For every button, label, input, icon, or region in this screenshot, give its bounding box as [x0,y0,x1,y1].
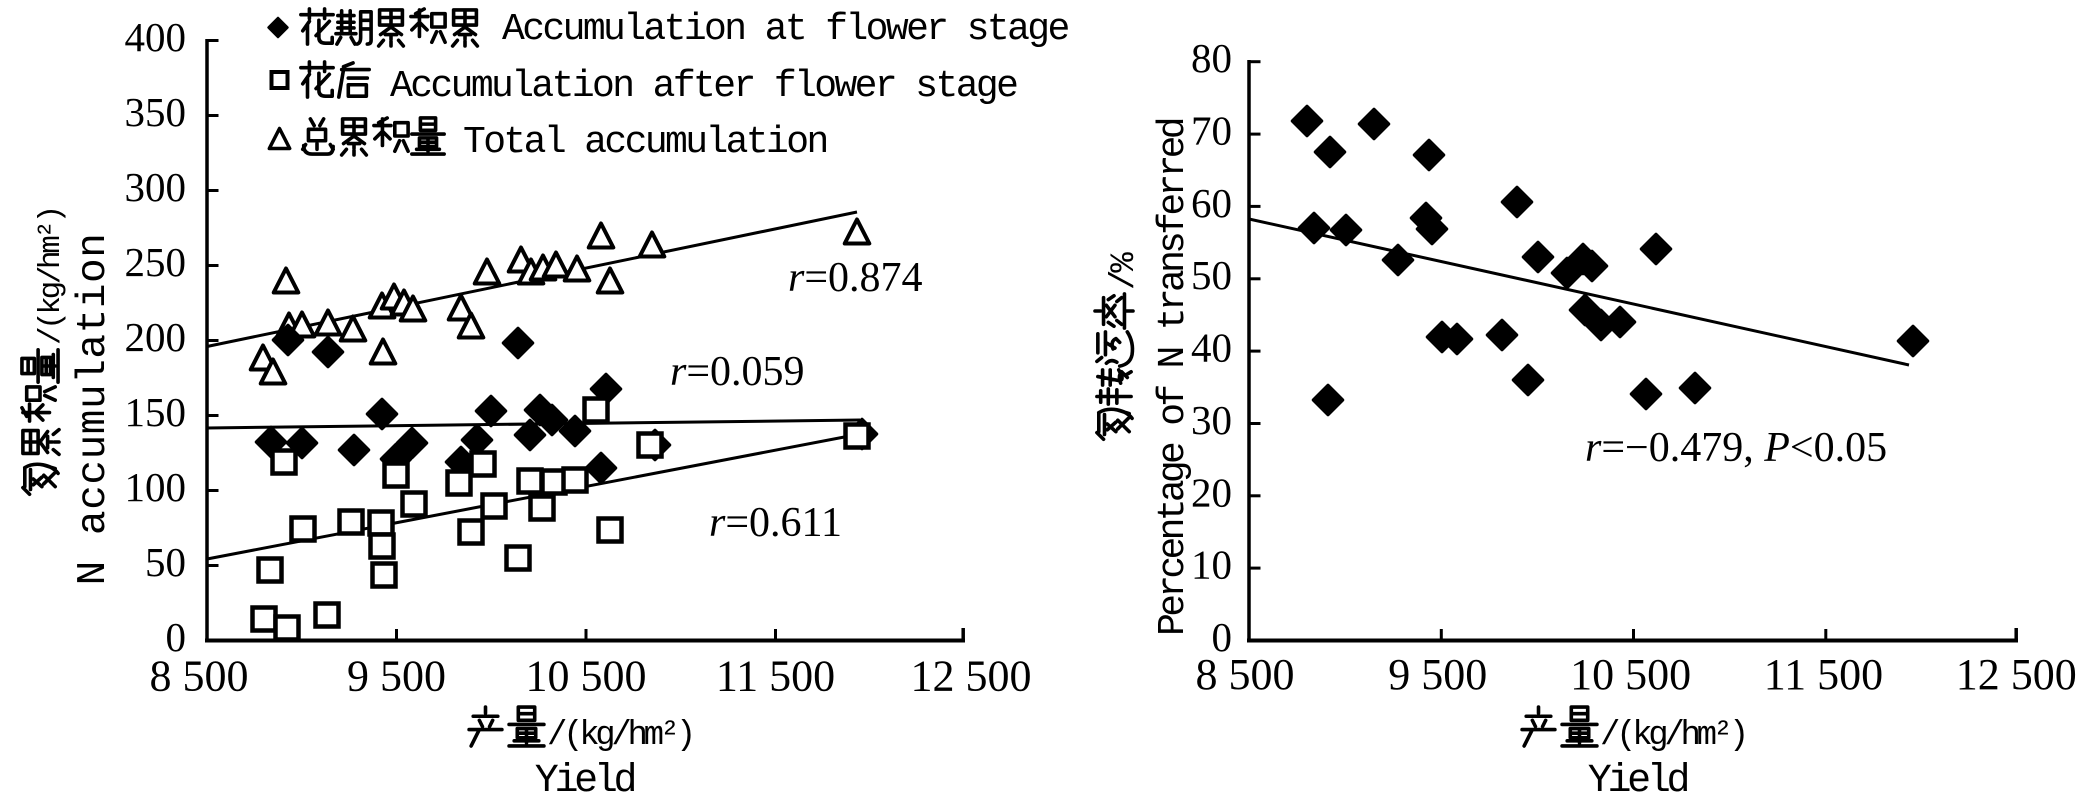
svg-text:9 500: 9 500 [1388,650,1487,699]
svg-text:150: 150 [125,389,187,435]
svg-text:300: 300 [125,164,187,210]
svg-text:11 500: 11 500 [716,652,835,701]
svg-text:8 500: 8 500 [1196,650,1295,699]
svg-text:Yield: Yield [535,759,635,804]
svg-text:20: 20 [1191,469,1232,515]
svg-text:200: 200 [125,314,187,360]
svg-text:400: 400 [125,14,187,60]
svg-text:50: 50 [145,539,186,585]
svg-text:Total accumulation: Total accumulation [463,121,827,164]
svg-text:9 500: 9 500 [347,652,446,701]
svg-text:/(kg/hm²): /(kg/hm²) [34,208,69,345]
svg-text:80: 80 [1191,35,1232,81]
svg-text:r=0.874: r=0.874 [788,255,923,301]
svg-text:N accumulation: N accumulation [71,233,117,586]
svg-text:100: 100 [125,464,187,510]
svg-text:Accumulation after flower stag: Accumulation after flower stage [390,65,1017,108]
svg-text:12 500: 12 500 [911,652,1032,701]
svg-text:11 500: 11 500 [1764,650,1883,699]
svg-text:50: 50 [1191,252,1232,298]
svg-text:12 500: 12 500 [1956,650,2077,699]
svg-text:/%: /% [1106,252,1144,290]
svg-text:70: 70 [1191,108,1232,154]
svg-text:10: 10 [1191,542,1232,588]
svg-text:/(kg/hm²): /(kg/hm²) [547,717,692,755]
svg-text:r=0.059: r=0.059 [670,349,805,395]
svg-text:8 500: 8 500 [150,652,249,701]
svg-text:0: 0 [1212,614,1233,660]
svg-text:Yield: Yield [1588,759,1688,804]
svg-text:60: 60 [1191,180,1232,226]
svg-text:/(kg/hm²): /(kg/hm²) [1600,717,1745,755]
svg-text:Percentage of N transferred: Percentage of N transferred [1152,119,1195,636]
svg-text:10 500: 10 500 [1570,650,1691,699]
svg-text:40: 40 [1191,325,1232,371]
svg-text:Accumulation at flower stage: Accumulation at flower stage [502,8,1069,51]
svg-text:350: 350 [125,89,187,135]
svg-text:250: 250 [125,239,187,285]
svg-text:0: 0 [166,614,187,660]
svg-text:30: 30 [1191,397,1232,443]
svg-text:r=0.611: r=0.611 [709,500,842,546]
svg-text:10 500: 10 500 [526,652,647,701]
svg-text:r=−0.479, P<0.05: r=−0.479, P<0.05 [1585,425,1887,471]
